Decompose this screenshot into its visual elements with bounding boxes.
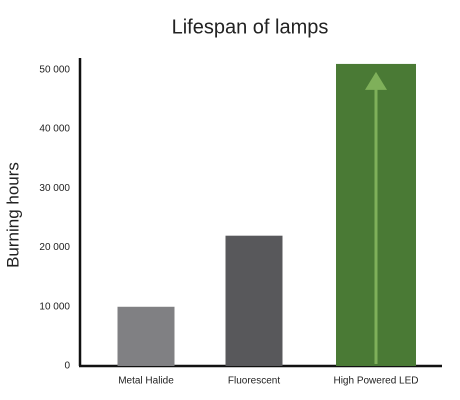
chart-title: Lifespan of lamps (172, 16, 329, 38)
arrow-head (365, 71, 387, 90)
bar (117, 306, 175, 366)
y-tick-label: 40 000 (39, 124, 70, 135)
y-tick-label: 10 000 (39, 301, 70, 312)
x-tick-label: Fluorescent (228, 376, 280, 387)
y-tick-label: 0 (64, 361, 70, 372)
y-axis-label: Burning hours (3, 162, 22, 268)
y-tick-label: 20 000 (39, 242, 70, 253)
bar (225, 235, 283, 366)
x-tick-label: Metal Halide (118, 376, 174, 387)
x-tick-label: High Powered LED (333, 376, 418, 387)
y-tick-label: 30 000 (39, 183, 70, 194)
y-tick-label: 50 000 (39, 64, 70, 75)
